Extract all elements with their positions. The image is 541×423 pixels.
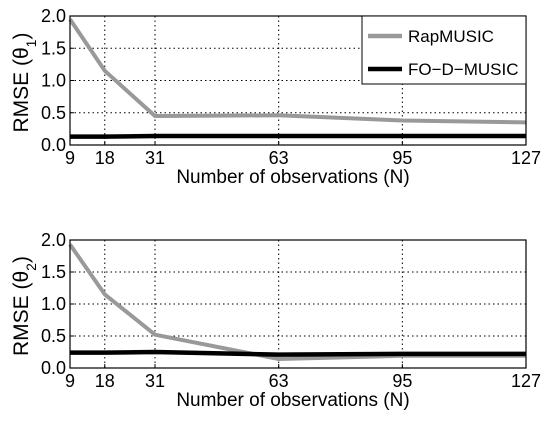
legend-label: RapMUSIC: [408, 27, 494, 46]
x-tick-label: 63: [269, 371, 289, 391]
chart-panel-1: 9 18 31 63 95 127 0.0 0.5 1.0 1.5 2.0 Number of obs…: [10, 6, 541, 188]
x-tick-label: 9: [65, 371, 75, 391]
y-axis-label: RMSE (θ2): [10, 256, 39, 356]
y-tick-label: 0.5: [41, 103, 66, 123]
legend: RapMUSIC FO−D−MUSIC: [361, 15, 527, 85]
x-tick-label: 9: [65, 148, 75, 168]
series-line-rapmusic: [68, 18, 527, 125]
y-tick-label: 1.0: [41, 71, 66, 91]
y-tick-label: 1.0: [41, 294, 66, 314]
y-tick-label: 1.5: [41, 38, 66, 58]
y-tick-label: 2.0: [41, 230, 66, 250]
x-tick-label: 63: [269, 148, 289, 168]
x-tick-label: 18: [95, 371, 115, 391]
y-tick-label: 2.0: [41, 6, 66, 26]
x-tick-label: 127: [511, 371, 541, 391]
y-tick-label: 0.5: [41, 326, 66, 346]
legend-label: FO−D−MUSIC: [408, 60, 519, 79]
x-tick-label: 31: [145, 148, 165, 168]
x-tick-label: 18: [95, 148, 115, 168]
series-line-fo-d-music: [70, 349, 526, 357]
plot-area: [70, 240, 526, 368]
x-axis-label: Number of observations (N): [176, 390, 409, 411]
x-tick-label: 95: [392, 371, 412, 391]
y-axis-label: RMSE (θ1): [10, 33, 39, 133]
series-line-fo-d-music: [70, 133, 526, 139]
chart-panel-2: 9 18 31 63 95 127 0.0 0.5 1.0 1.5 2.0 Number of obs…: [10, 230, 541, 411]
x-tick-label: 95: [392, 148, 412, 168]
y-tick-label: 0.0: [41, 135, 66, 155]
y-tick-label: 0.0: [41, 358, 66, 378]
x-tick-label: 127: [511, 148, 541, 168]
legend-box: [361, 15, 527, 85]
x-axis-label: Number of observations (N): [176, 167, 409, 188]
x-tick-label: 31: [145, 371, 165, 391]
y-tick-label: 1.5: [41, 262, 66, 282]
